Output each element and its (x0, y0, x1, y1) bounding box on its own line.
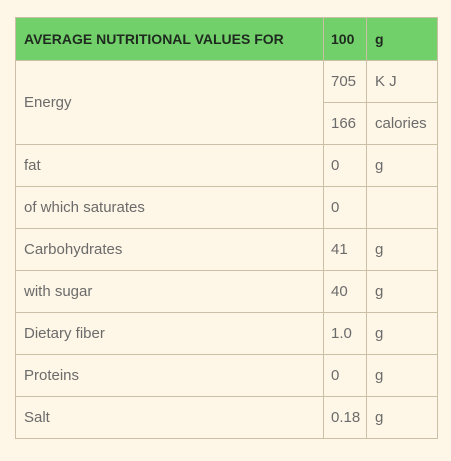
unit-cell: g (366, 396, 438, 439)
unit-cell: g (366, 228, 438, 271)
row-label: Proteins (15, 354, 324, 397)
table-row: Proteins 0 g (15, 354, 438, 397)
table-row: of which saturates 0 (15, 186, 438, 229)
amount-cell: 0 (323, 186, 367, 229)
table-row: Salt 0.18 g (15, 396, 438, 439)
header-amount: 100 (323, 17, 367, 61)
row-label: fat (15, 144, 324, 187)
row-label: Carbohydrates (15, 228, 324, 271)
row-label: of which saturates (15, 186, 324, 229)
nutrition-table: AVERAGE NUTRITIONAL VALUES FOR 100 g Ene… (15, 17, 438, 439)
row-label: Salt (15, 396, 324, 439)
row-label: Energy (15, 60, 324, 145)
amount-cell: 41 (323, 228, 367, 271)
table-row: 166 calories (16, 102, 438, 145)
table-row: with sugar 40 g (15, 270, 438, 313)
amount-cell: 705 (323, 60, 367, 103)
header-row: AVERAGE NUTRITIONAL VALUES FOR 100 g (15, 17, 438, 61)
amount-cell: 0.18 (323, 396, 367, 439)
header-unit: g (366, 17, 438, 61)
unit-cell: K J (366, 60, 438, 103)
amount-cell: 0 (323, 354, 367, 397)
unit-cell: g (366, 270, 438, 313)
unit-cell: g (366, 354, 438, 397)
unit-cell: g (366, 144, 438, 187)
table-row: Energy 705 K J (15, 60, 438, 145)
unit-cell: calories (366, 102, 438, 145)
table-body: Energy 705 K J 166 calories fat 0 g of which sat… (15, 60, 438, 439)
amount-cell: 0 (323, 144, 367, 187)
amount-cell: 1.0 (323, 312, 367, 355)
table-row: Dietary fiber 1.0 g (15, 312, 438, 355)
header-title: AVERAGE NUTRITIONAL VALUES FOR (15, 17, 324, 61)
table-row: Carbohydrates 41 g (15, 228, 438, 271)
table-header: AVERAGE NUTRITIONAL VALUES FOR 100 g (15, 17, 438, 61)
amount-cell: 166 (323, 102, 367, 145)
row-label: with sugar (15, 270, 324, 313)
amount-cell: 40 (323, 270, 367, 313)
unit-cell (366, 186, 438, 229)
row-label: Dietary fiber (15, 312, 324, 355)
table-row: fat 0 g (15, 144, 438, 187)
unit-cell: g (366, 312, 438, 355)
